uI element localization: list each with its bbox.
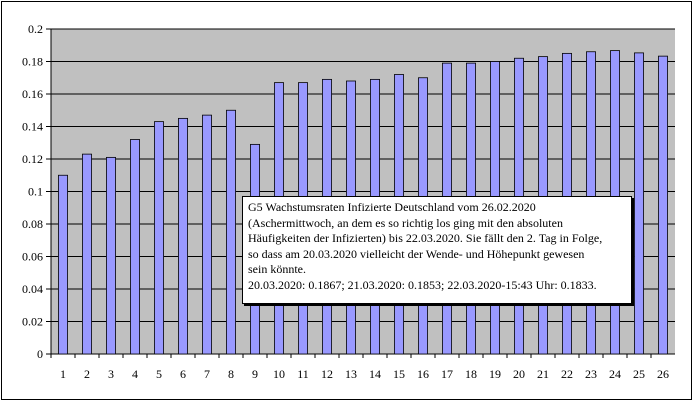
y-tick-label: 0.16 (22, 87, 43, 101)
x-tick-label: 20 (513, 367, 525, 381)
annotation-line-4: so dass am 20.03.2020 vielleicht der Wen… (248, 246, 585, 261)
annotation-line-5: sein könnte. (248, 262, 306, 276)
x-tick-label: 7 (204, 367, 210, 381)
y-tick-label: 0.2 (28, 22, 43, 36)
bar (634, 52, 644, 355)
x-tick-label: 25 (633, 367, 645, 381)
bar (130, 139, 140, 355)
x-tick-label: 19 (489, 367, 501, 381)
x-tick-label: 3 (108, 367, 114, 381)
x-tick-label: 13 (345, 367, 357, 381)
y-tick-label: 0.02 (22, 315, 43, 329)
x-tick-label: 22 (561, 367, 573, 381)
annotation-line-1: G5 Wachstumsraten Infizierte Deutschland… (248, 200, 536, 214)
bar (82, 153, 92, 355)
x-tick-label: 4 (132, 367, 138, 381)
y-tick-label: 0.1 (28, 185, 43, 199)
x-tick-label: 5 (156, 367, 162, 381)
x-tick-label: 16 (417, 367, 429, 381)
x-tick-label: 12 (321, 367, 333, 381)
x-tick-label: 17 (441, 367, 453, 381)
bar (226, 109, 236, 355)
y-tick-label: 0.06 (22, 250, 43, 264)
x-tick-label: 9 (252, 367, 258, 381)
annotation-line-6: 20.03.2020: 0.1867; 21.03.2020: 0.1853; … (248, 277, 597, 292)
x-tick-label: 11 (297, 367, 309, 381)
bar (154, 121, 164, 355)
y-tick-label: 0.04 (22, 282, 43, 296)
y-tick-label: 0.14 (22, 120, 43, 134)
y-tick-label: 0.08 (22, 217, 43, 231)
x-tick-label: 18 (465, 367, 477, 381)
annotation-box: G5 Wachstumsraten Infizierte Deutschland… (242, 196, 632, 304)
y-tick-label: 0.18 (22, 55, 43, 69)
y-tick-label: 0.12 (22, 152, 43, 166)
annotation-line-3: Häufigkeiten der Infizierten) bis 22.03.… (248, 231, 603, 245)
bar (106, 156, 116, 355)
x-tick-label: 8 (228, 367, 234, 381)
y-tick-label: 0 (37, 347, 43, 361)
x-tick-label: 24 (609, 367, 621, 381)
x-tick-label: 14 (369, 367, 381, 381)
x-tick-label: 23 (585, 367, 597, 381)
bar (58, 174, 68, 355)
x-tick-label: 21 (537, 367, 549, 381)
x-tick-label: 15 (393, 367, 405, 381)
x-tick-label: 6 (180, 367, 186, 381)
x-tick-label: 1 (60, 367, 66, 381)
bar (658, 55, 668, 355)
annotation-line-2: (Aschermittwoch, an dem es so richtig lo… (248, 215, 563, 230)
x-tick-label: 26 (657, 367, 669, 381)
bar (178, 117, 188, 355)
x-tick-label: 10 (273, 367, 285, 381)
x-tick-label: 2 (84, 367, 90, 381)
bar (202, 114, 212, 355)
